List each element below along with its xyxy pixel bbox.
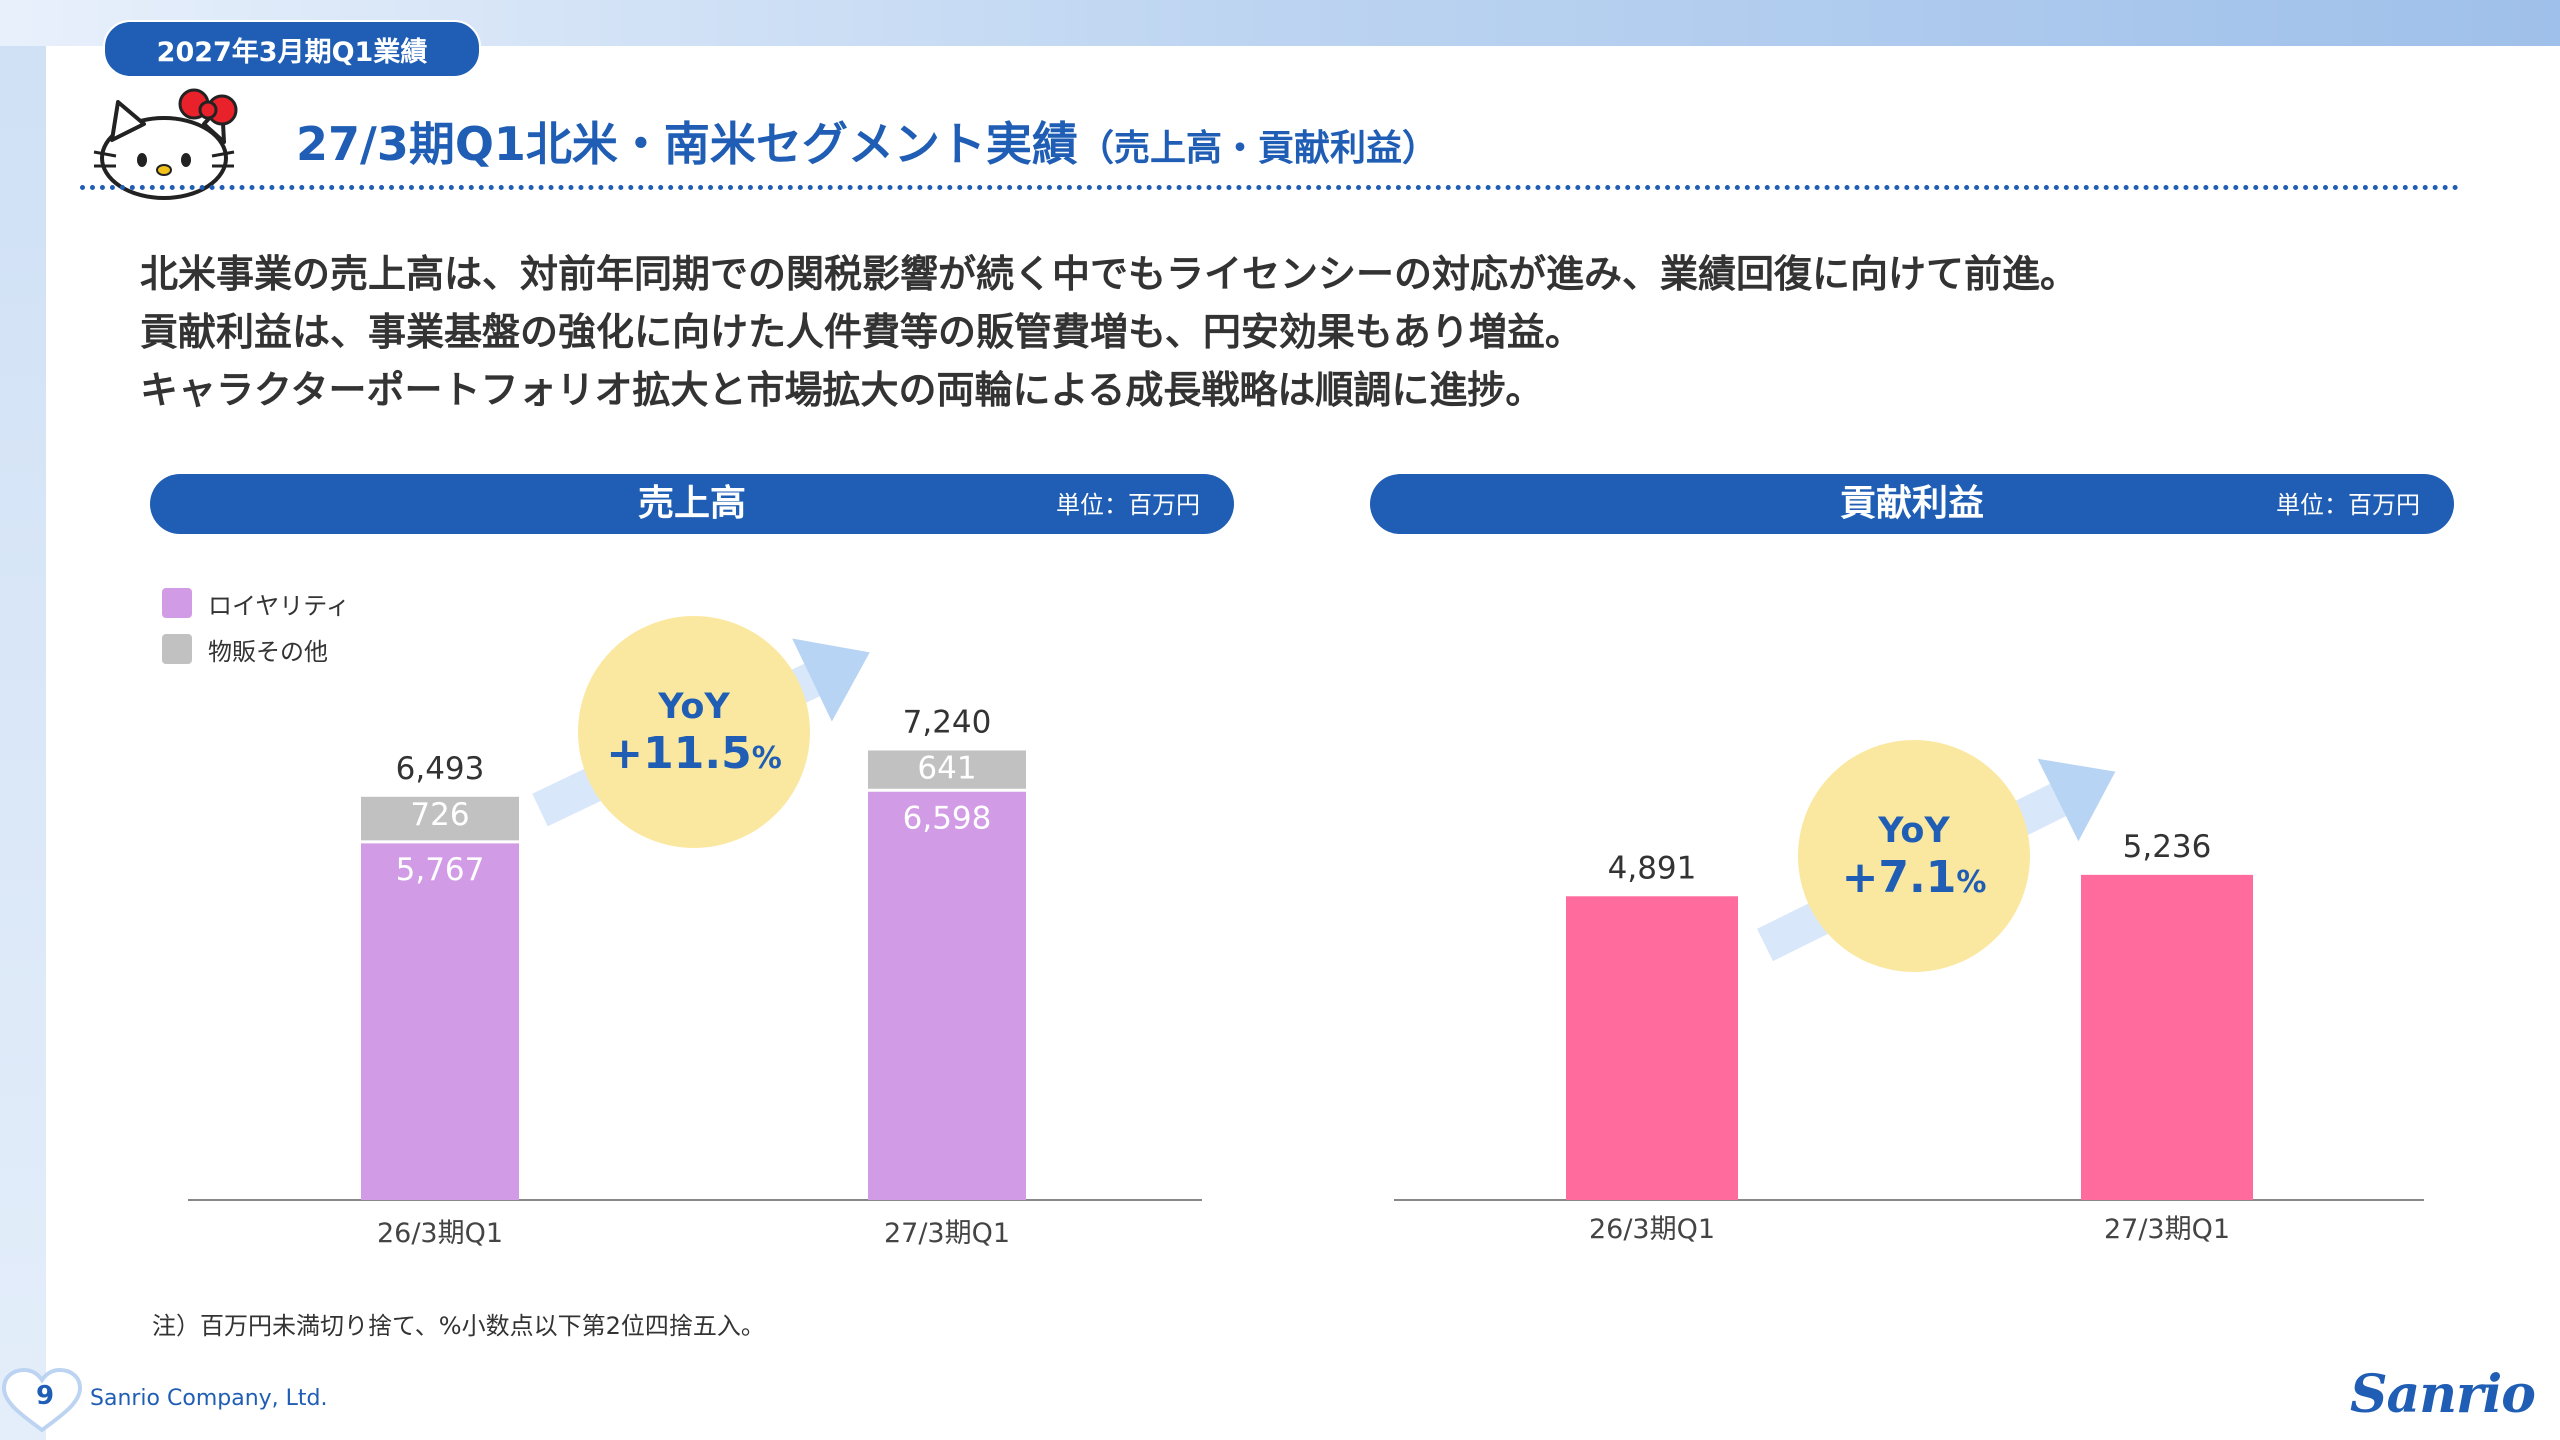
sales-yoy-bubble <box>578 616 810 848</box>
sales-total-label-0: 6,493 <box>396 751 485 787</box>
sales-bar-merch-1 <box>868 750 1026 791</box>
sales-value-label-merch-0: 726 <box>410 797 469 833</box>
legend-item-royalty: ロイヤリティ <box>162 580 350 626</box>
profit-yoy-label: YoY <box>1877 811 1950 851</box>
profit-panel-title: 貢献利益 <box>1839 483 1984 524</box>
legend-item-merch: 物販その他 <box>162 626 350 672</box>
background-left-band <box>0 0 46 1440</box>
sanrio-logo: Sanrio <box>2350 1364 2536 1425</box>
profit-category-label-1: 27/3期Q1 <box>2104 1214 2230 1245</box>
profit-value-label-0: 4,891 <box>1608 850 1697 886</box>
page-title-sub: （売上高・貢献利益） <box>1077 128 1438 169</box>
sales-panel-header: 売上高 単位：百万円 <box>150 474 1234 534</box>
profit-panel-unit: 単位：百万円 <box>2276 491 2420 519</box>
company-name: Sanrio Company, Ltd. <box>90 1386 328 1411</box>
legend-swatch-merch <box>162 634 192 664</box>
summary-line-1: 北米事業の売上高は、対前年同期での関税影響が続く中でもライセンシーの対応が進み、… <box>140 252 2079 296</box>
sales-total-label-1: 7,240 <box>903 704 992 740</box>
legend-label-merch: 物販その他 <box>208 637 328 666</box>
page-title-main: 27/3期Q1北米・南米セグメント実績 <box>296 117 1078 171</box>
period-badge: 2027年3月期Q1業績 <box>103 20 481 78</box>
legend-swatch-royalty <box>162 588 192 618</box>
sales-bar-royalty-1 <box>868 790 1026 1200</box>
sales-panel-unit: 単位：百万円 <box>1056 491 1200 519</box>
heart-icon <box>1 1368 83 1433</box>
sales-yoy-value-suffix: % <box>752 741 782 776</box>
sales-yoy-value: +11.5% <box>606 728 782 779</box>
sales-category-label-1: 27/3期Q1 <box>884 1218 1010 1249</box>
profit-yoy-value-number: +7.1 <box>1842 852 1957 903</box>
sales-value-label-royalty-1: 6,598 <box>903 800 992 836</box>
sales-bar-royalty-0 <box>361 841 519 1200</box>
profit-panel-header: 貢献利益 単位：百万円 <box>1370 474 2454 534</box>
summary-line-3: キャラクターポートフォリオ拡大と市場拡大の両輪による成長戦略は順調に進捗。 <box>140 368 1544 412</box>
summary-line-2: 貢献利益は、事業基盤の強化に向けた人件費等の販管費増も、円安効果もあり増益。 <box>140 310 1583 354</box>
sales-value-label-royalty-0: 5,767 <box>396 852 485 888</box>
page-number: 9 <box>35 1381 55 1411</box>
profit-growth-arrow-head <box>2037 758 2116 842</box>
profit-category-label-0: 26/3期Q1 <box>1589 1214 1715 1245</box>
profit-yoy-bubble <box>1798 740 2030 972</box>
segment-charts: 5,767 726 6,493 26/3期Q1 6,598 641 7,240 27/3期Q1… <box>188 616 2424 1249</box>
slide-canvas <box>46 46 2560 1440</box>
legend-label-royalty: ロイヤリティ <box>208 591 350 620</box>
profit-yoy-value-suffix: % <box>1956 865 1986 900</box>
profit-value-label-1: 5,236 <box>2123 829 2212 865</box>
profit-yoy-value: +7.1% <box>1842 852 1987 903</box>
profit-bar-0 <box>1566 896 1738 1200</box>
sales-chart-legend: ロイヤリティ 物販その他 <box>162 580 350 672</box>
sales-category-label-0: 26/3期Q1 <box>377 1218 503 1249</box>
sales-panel-title: 売上高 <box>637 483 746 524</box>
profit-bar-1 <box>2081 874 2253 1200</box>
sales-yoy-value-number: +11.5 <box>606 728 751 779</box>
page-title: 27/3期Q1北米・南米セグメント実績（売上高・貢献利益） <box>296 108 1438 174</box>
sales-value-label-merch-1: 641 <box>917 750 976 786</box>
sales-bar-merch-0 <box>361 796 519 842</box>
footnote: 注）百万円未満切り捨て、%小数点以下第2位四捨五入。 <box>152 1312 765 1340</box>
summary-text: 北米事業の売上高は、対前年同期での関税影響が続く中でもライセンシーの対応が進み、… <box>140 245 2078 419</box>
sales-yoy-label: YoY <box>657 687 730 727</box>
hello-kitty-mascot-icon <box>93 88 238 200</box>
sales-growth-arrow-head <box>792 638 870 722</box>
title-divider <box>80 185 2460 190</box>
